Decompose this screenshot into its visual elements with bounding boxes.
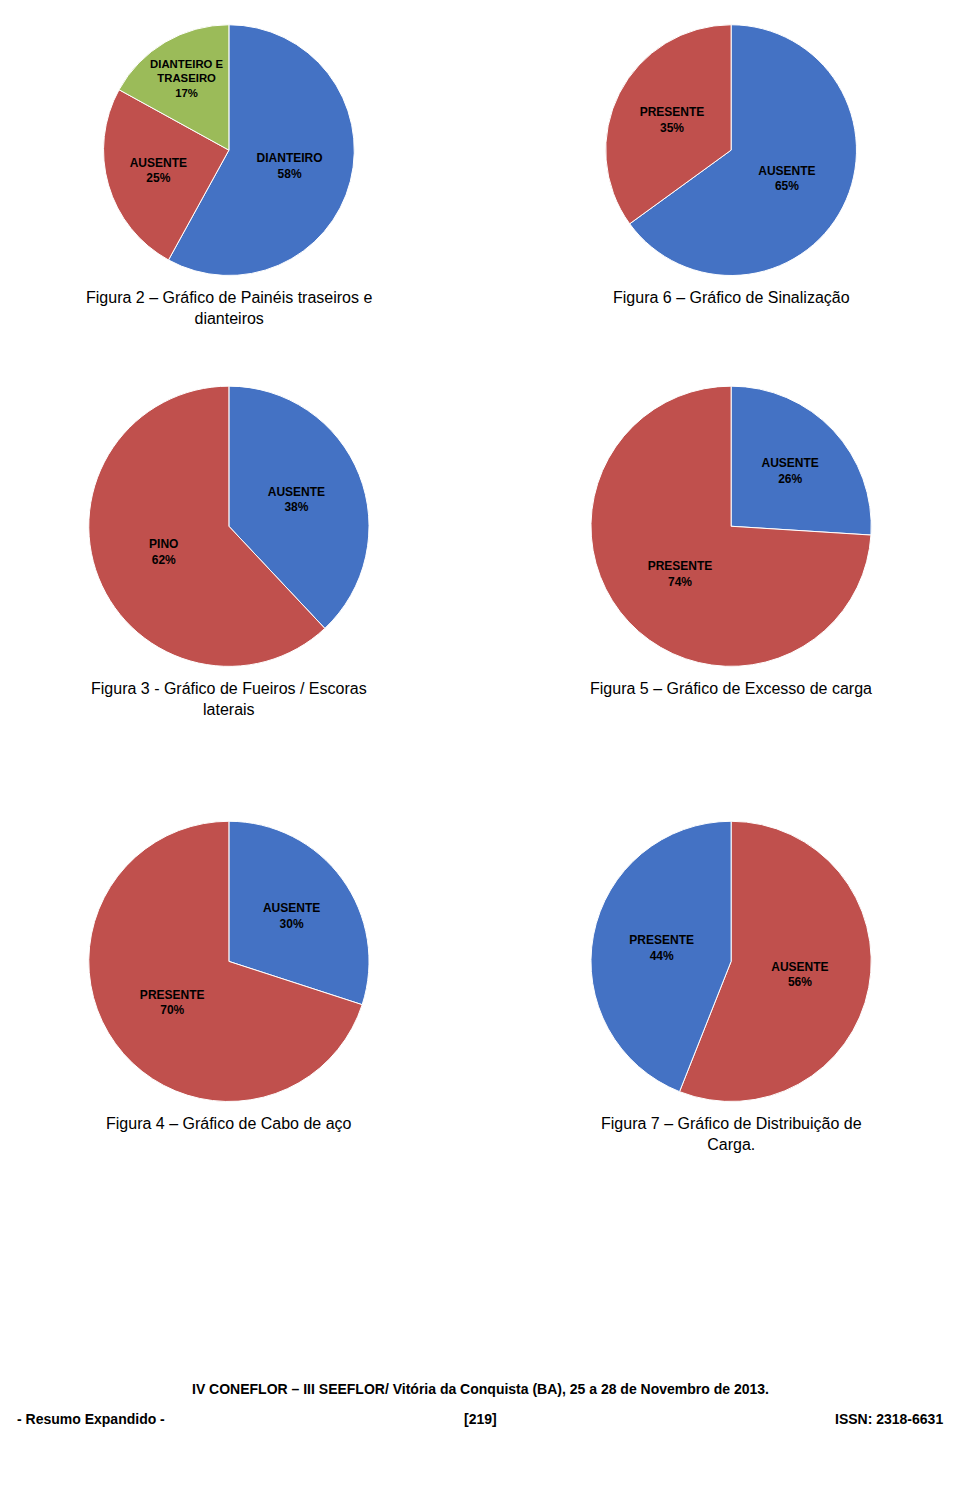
- svg-text:AUSENTE38%: AUSENTE38%: [268, 485, 325, 515]
- svg-text:PRESENTE74%: PRESENTE74%: [648, 559, 713, 589]
- svg-text:DIANTEIRO58%: DIANTEIRO58%: [257, 151, 323, 181]
- svg-text:Figura 7 – Gráfico de Distribu: Figura 7 – Gráfico de Distribuição deCar…: [601, 1115, 862, 1153]
- svg-text:Figura 5 – Gráfico de Excesso: Figura 5 – Gráfico de Excesso de carga: [590, 680, 872, 697]
- svg-text:[219]: [219]: [464, 1411, 497, 1427]
- svg-text:IV CONEFLOR – III SEEFLOR/ Vit: IV CONEFLOR – III SEEFLOR/ Vitória da Co…: [192, 1381, 769, 1397]
- svg-text:DIANTEIRO ETRASEIRO17%: DIANTEIRO ETRASEIRO17%: [150, 58, 223, 99]
- svg-text:AUSENTE56%: AUSENTE56%: [771, 960, 828, 990]
- svg-text:Figura 6 – Gráfico de Sinaliza: Figura 6 – Gráfico de Sinalização: [613, 289, 850, 306]
- svg-text:AUSENTE65%: AUSENTE65%: [758, 164, 815, 194]
- svg-text:PRESENTE35%: PRESENTE35%: [640, 105, 705, 135]
- svg-text:Figura 4 – Gráfico de Cabo de: Figura 4 – Gráfico de Cabo de aço: [106, 1115, 352, 1132]
- svg-text:PRESENTE70%: PRESENTE70%: [140, 988, 205, 1018]
- svg-text:AUSENTE25%: AUSENTE25%: [130, 156, 187, 186]
- svg-text:AUSENTE26%: AUSENTE26%: [762, 456, 819, 486]
- svg-text:AUSENTE30%: AUSENTE30%: [263, 901, 320, 931]
- svg-text:Figura 3 - Gráfico de Fueiros: Figura 3 - Gráfico de Fueiros / Escorasl…: [91, 680, 367, 718]
- svg-text:PINO62%: PINO62%: [149, 537, 178, 567]
- svg-text:- Resumo Expandido -: - Resumo Expandido -: [17, 1411, 165, 1427]
- svg-text:PRESENTE44%: PRESENTE44%: [629, 933, 694, 963]
- svg-text:ISSN: 2318-6631: ISSN: 2318-6631: [835, 1411, 943, 1427]
- svg-text:Figura 2 – Gráfico de Painéis: Figura 2 – Gráfico de Painéis traseiros …: [86, 289, 372, 327]
